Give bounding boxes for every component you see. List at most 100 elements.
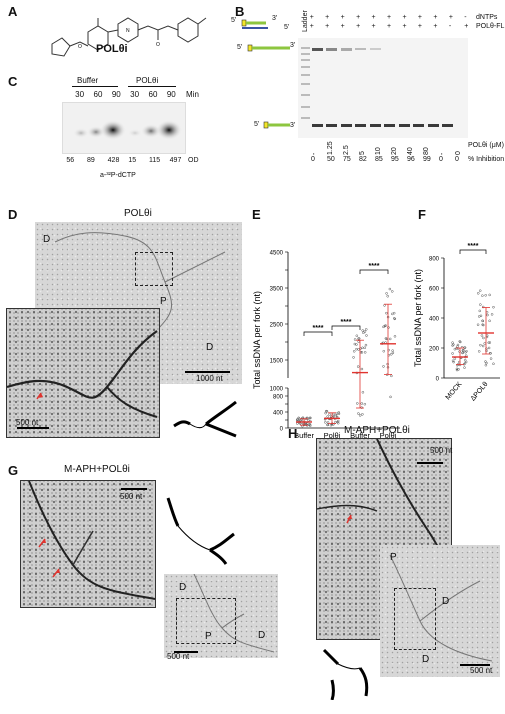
e-point-3-3 [385, 292, 388, 295]
f-point-0-36 [451, 352, 454, 355]
conc-value-6: 40 [407, 147, 414, 155]
e-sig-bracket-2 [359, 269, 389, 274]
f-point-0-34 [451, 359, 455, 363]
e-ytick-label-5: 1000 [270, 387, 284, 393]
dntps-sign-row: + + + + + + + + + + - [306, 14, 476, 24]
polq-sign-8: + [433, 23, 438, 30]
conc-value-8: - [439, 152, 446, 155]
e-ytick-label-2: 400 [273, 411, 284, 417]
compound-name: POLθi [96, 43, 128, 55]
time-label-2: 90 [111, 90, 121, 99]
polq-sign-row: + + + + + + + + + - + [306, 23, 476, 33]
od-value-4: 115 [149, 157, 161, 164]
e-point-2-2 [357, 340, 360, 343]
svg-text:O: O [78, 44, 82, 50]
od-value-3: 15 [128, 157, 137, 164]
panel-label-e: E [252, 207, 261, 222]
f-point-0-5 [464, 350, 467, 354]
e-point-0-30 [308, 423, 312, 426]
conc-value-0: - [311, 152, 318, 155]
g-label-d1: D [179, 582, 187, 593]
e-point-3-11 [387, 326, 390, 329]
group-buffer-line [72, 86, 118, 87]
polq-sign-5: + [387, 23, 392, 30]
h-tracing [322, 648, 369, 700]
e-ytick-label-4: 800 [273, 395, 284, 401]
gel-b [298, 38, 468, 138]
f-sig-bracket [459, 249, 487, 254]
e-sig-label-0: **** [313, 325, 324, 332]
polq-sign-3: + [356, 23, 361, 30]
gel-markers [247, 44, 290, 129]
f-point-1-26 [477, 292, 480, 295]
f-point-1-8 [483, 342, 487, 345]
inhibition-value-1: 50 [327, 156, 335, 163]
e-point-3-26 [393, 317, 397, 321]
od-value-2: 428 [107, 157, 120, 164]
polq-sign-10: + [464, 23, 469, 30]
d-label-p: P [160, 296, 167, 307]
e-point-2-33 [363, 346, 367, 349]
f-point-1-10 [477, 350, 481, 353]
dntps-sign-1: + [325, 14, 330, 21]
f-point-1-31 [487, 346, 491, 350]
e-point-1-7 [326, 415, 329, 418]
e-sig-bracket-1 [331, 325, 361, 330]
e-point-1-2 [328, 413, 331, 416]
h-scale-small: 500 nt [470, 666, 493, 675]
marker-3p-bottom: 3' [290, 122, 296, 129]
f-point-1-38 [476, 323, 480, 326]
h-label-d2: D [422, 654, 430, 665]
e-xtick-1: Polθi [324, 431, 341, 440]
e-point-2-5 [355, 343, 358, 346]
f-point-1-23 [481, 294, 484, 297]
e-xtick-2: Buffer [350, 431, 370, 440]
e-point-3-29 [385, 311, 388, 315]
e-point-3-12 [384, 324, 387, 327]
f-point-1-28 [481, 319, 485, 323]
inhibition-value-4: 85 [375, 156, 383, 163]
e-point-2-22 [357, 348, 360, 351]
conc-value-3: 5 [359, 151, 366, 155]
conc-value-2: 2.5 [343, 145, 350, 155]
e-point-0-27 [306, 419, 310, 422]
polq-sign-9: - [448, 23, 452, 30]
e-ytick-label-12: 4500 [270, 251, 284, 257]
conc-value-4: 10 [375, 147, 382, 155]
f-point-1-32 [478, 289, 482, 292]
f-point-1-0 [479, 303, 482, 306]
f-point-1-18 [478, 309, 482, 313]
blot-c [62, 102, 186, 154]
f-point-0-37 [455, 367, 459, 371]
f-ytick-label-2: 400 [429, 317, 440, 323]
h-scale-large: 500 nt [430, 446, 453, 455]
polq-sign-0: + [309, 23, 314, 30]
e-point-2-24 [357, 337, 361, 340]
e-point-2-21 [358, 414, 362, 417]
time-label-3: 30 [130, 90, 140, 99]
d-label-d2: D [206, 342, 214, 353]
f-point-1-37 [489, 352, 492, 355]
e-point-3-21 [382, 365, 385, 368]
e-point-2-15 [365, 334, 368, 337]
e-point-2-1 [361, 329, 364, 332]
f-point-0-1 [452, 360, 455, 364]
e-point-2-31 [352, 356, 355, 359]
f-ytick-label-4: 800 [429, 257, 440, 263]
c-caption: a-³²P-dCTP [100, 172, 136, 179]
f-point-1-11 [481, 344, 485, 348]
h-label-d1: D [442, 596, 450, 607]
time-label-0: 30 [75, 90, 85, 99]
conc-value-7: 80 [423, 147, 430, 155]
inhibition-value-7: 99 [423, 156, 431, 163]
od-value-5: 497 [169, 157, 182, 164]
e-point-0-31 [309, 416, 312, 420]
f-ylabel: Total ssDNA per fork (nt) [413, 269, 423, 367]
em-image-g [20, 480, 156, 608]
e-point-1-15 [334, 420, 337, 424]
e-ylabel: Total ssDNA per fork (nt) [252, 291, 262, 389]
e-point-1-22 [325, 410, 329, 413]
e-point-0-8 [305, 417, 309, 420]
f-point-0-16 [457, 368, 460, 371]
d-scale-large: 1000 nt [196, 374, 223, 383]
